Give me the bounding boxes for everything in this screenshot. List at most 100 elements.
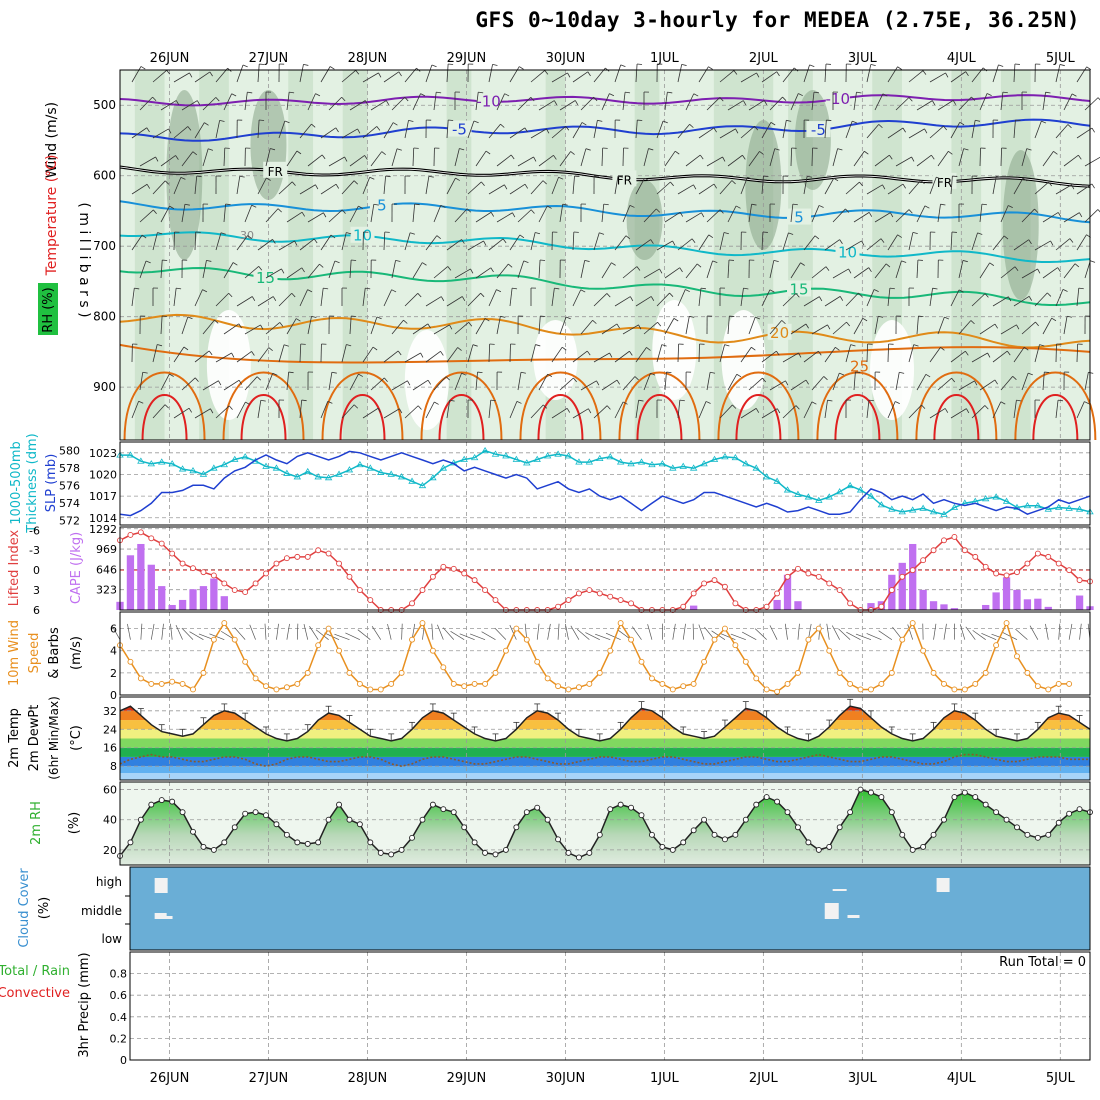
- thickness-series-point: [1055, 503, 1063, 510]
- wind-barb: [517, 260, 525, 279]
- wind-barb-flag: [427, 379, 432, 385]
- thickness-series-point: [429, 474, 437, 481]
- thickness-series-point: [919, 504, 927, 511]
- wind-barb: [803, 350, 819, 363]
- wind-barb: [614, 296, 631, 307]
- wind-barb: [706, 260, 713, 279]
- wind10-barb: [442, 627, 455, 640]
- wind-barb: [887, 401, 896, 419]
- wind-barb: [979, 93, 988, 111]
- wind-barb-flag: [1006, 350, 1011, 356]
- wind-barb-flag: [377, 408, 382, 413]
- wind-barb-flag: [431, 64, 437, 68]
- wind-barb: [257, 347, 270, 363]
- wind10-speed-series-point: [920, 647, 927, 654]
- rh-contour-label: 30: [240, 229, 254, 242]
- wind-barb: [992, 176, 997, 195]
- rh2m-series-point: [961, 789, 968, 796]
- wind-barb-flag: [187, 126, 192, 131]
- wind-barb: [643, 373, 651, 391]
- wind-barb: [257, 177, 267, 195]
- wind-barb-flag: [535, 344, 541, 347]
- wind-barb: [845, 120, 853, 139]
- wind-barb: [307, 212, 324, 223]
- wind-barb-flag: [902, 127, 906, 133]
- wind-barb: [194, 408, 211, 419]
- thickness-series-point: [418, 481, 427, 489]
- wind-barb: [593, 232, 600, 251]
- wind-barb-flag: [666, 371, 672, 374]
- wind-barb-flag: [925, 373, 931, 378]
- wind10-tick-label: 2: [110, 667, 117, 680]
- wind-barb: [664, 318, 675, 335]
- wind10-speed-series-point: [346, 669, 353, 676]
- wind-barb: [488, 289, 497, 307]
- wind-barb-flag: [656, 208, 661, 213]
- wind-barb: [181, 204, 186, 223]
- wind-barb: [698, 288, 702, 307]
- wind-barb-flag: [986, 93, 992, 96]
- wind-barb: [614, 401, 624, 419]
- wind-barb: [1021, 372, 1029, 391]
- wind-barb: [811, 376, 825, 391]
- pressure-tick-label: 900: [93, 380, 116, 394]
- wind-barb: [824, 239, 840, 251]
- wind-barb-flag: [659, 268, 663, 274]
- wind-barb: [971, 405, 986, 419]
- rh2m-series-point: [283, 831, 290, 838]
- wind-barb-flag: [183, 346, 189, 351]
- wind-barb: [362, 177, 371, 195]
- wind10-speed-series-point: [826, 647, 833, 654]
- wind-barb: [748, 377, 763, 391]
- wind-barb-flag: [251, 296, 256, 302]
- wind-barb-flag: [392, 122, 398, 126]
- axis-label-minmax: (6hr Min/Max): [47, 696, 61, 780]
- wind-barb: [320, 127, 337, 139]
- wind-barb-flag: [436, 91, 442, 94]
- wind-barb-flag: [396, 148, 402, 151]
- lifted-index-series-point: [847, 600, 854, 607]
- rh2m-series-point: [523, 809, 530, 816]
- lifted-index-series-point: [815, 573, 822, 580]
- wind10-barb: [1079, 623, 1082, 640]
- wind-barb: [685, 93, 695, 111]
- wind-barb-flag: [922, 70, 927, 75]
- wind-barb: [853, 212, 870, 223]
- temp-band: [120, 756, 1090, 767]
- rh2m-series-point: [388, 851, 395, 858]
- wind-barb-flag: [809, 64, 815, 67]
- wind10-barb: [826, 623, 830, 640]
- lifted-index-series-point: [1003, 572, 1010, 579]
- wind-barb: [488, 123, 501, 139]
- wind-barb: [782, 293, 797, 307]
- wind-barb-flag: [225, 203, 231, 206]
- day-tick-label-top: 5JUL: [1046, 51, 1076, 66]
- wind-barb-flag: [1088, 371, 1094, 374]
- cape-bar: [137, 543, 145, 610]
- temperature-contour: [119, 231, 1091, 263]
- wind10-speed-series-point: [315, 642, 322, 649]
- wind-barb: [1042, 372, 1045, 391]
- wind-barb: [559, 377, 574, 391]
- wind-barb-flag: [461, 296, 466, 301]
- wind-barb-flag: [307, 289, 313, 293]
- temperature-contour: [119, 118, 1091, 142]
- precip-tick-label: 0.4: [110, 1011, 128, 1024]
- wind-barb: [727, 100, 744, 111]
- wind-barb: [173, 288, 177, 307]
- rh2m-series-point: [899, 831, 906, 838]
- wind-barb: [698, 127, 715, 139]
- wind-barb-flag: [134, 287, 140, 290]
- contour-25-bulb: [222, 371, 305, 441]
- wind-barb: [194, 350, 210, 363]
- wind10-speed-series-point: [930, 669, 937, 676]
- rh2m-series-point: [920, 843, 927, 850]
- axis-label-thickness-2: Thickness (dm): [25, 433, 40, 533]
- wind-barb-flag: [301, 267, 305, 273]
- cape-bar: [1002, 577, 1011, 610]
- wind-barb: [370, 151, 383, 167]
- wind-barb: [979, 262, 991, 279]
- wind-barb: [1063, 93, 1073, 111]
- wind-barb-flag: [1026, 148, 1032, 151]
- wind10-speed-series-points: [117, 620, 1073, 695]
